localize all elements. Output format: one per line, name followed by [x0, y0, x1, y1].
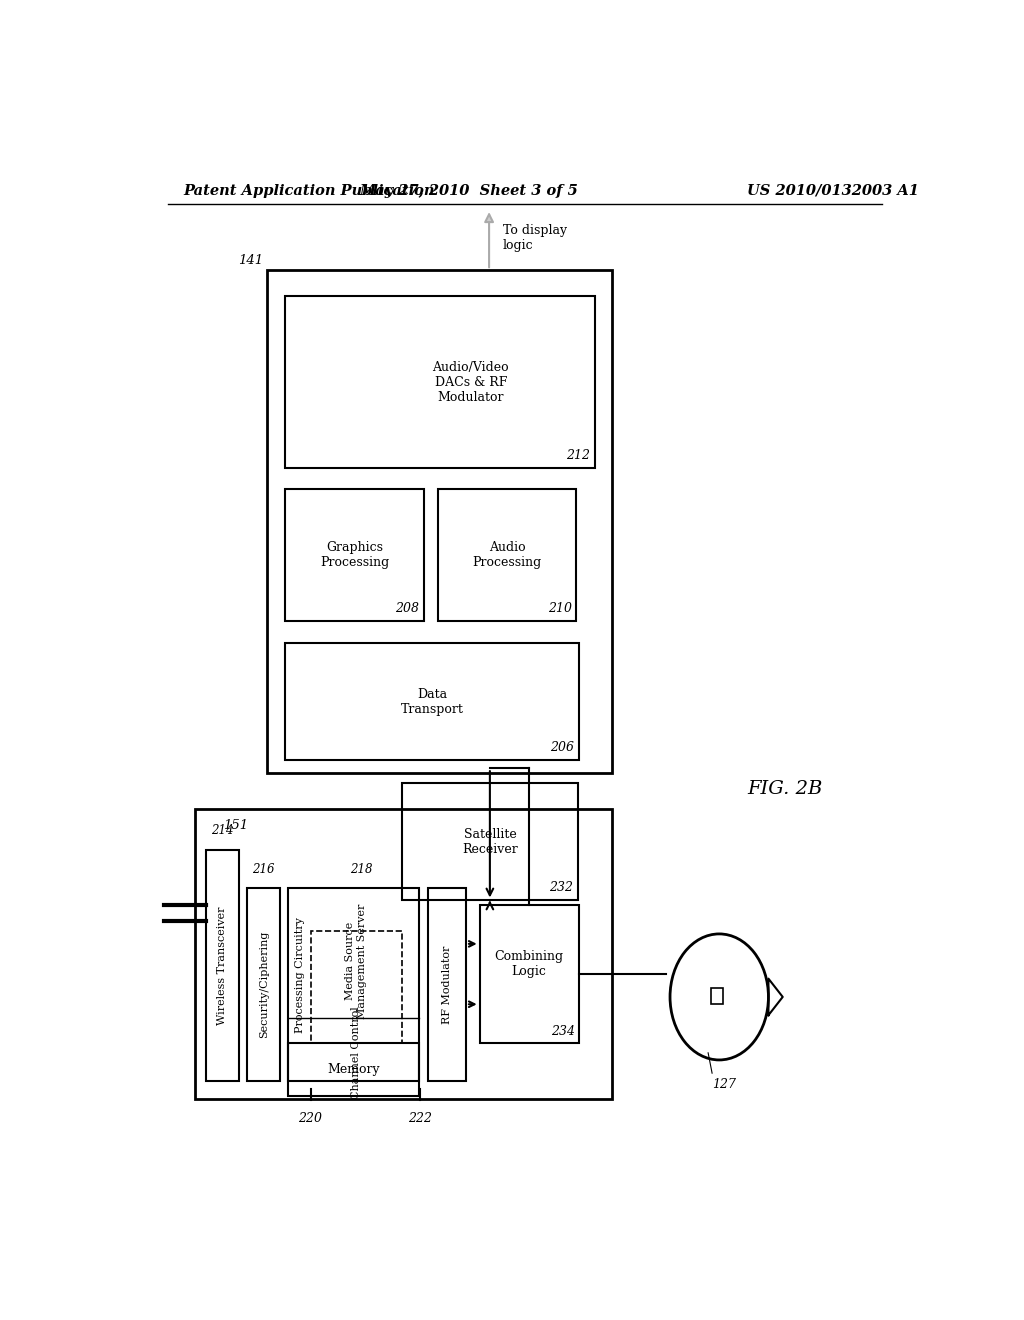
Text: RF Modulator: RF Modulator: [442, 945, 452, 1024]
Text: 232: 232: [549, 882, 573, 894]
Text: US 2010/0132003 A1: US 2010/0132003 A1: [748, 183, 919, 198]
Text: Audio/Video
DACs & RF
Modulator: Audio/Video DACs & RF Modulator: [432, 360, 509, 404]
Text: 151: 151: [223, 818, 249, 832]
Text: To display
logic: To display logic: [503, 223, 566, 252]
Text: 210: 210: [548, 602, 571, 615]
Text: FIG. 2B: FIG. 2B: [748, 780, 822, 797]
Text: May 27, 2010  Sheet 3 of 5: May 27, 2010 Sheet 3 of 5: [359, 183, 579, 198]
Text: Wireless Transceiver: Wireless Transceiver: [217, 906, 227, 1024]
Text: 141: 141: [238, 255, 263, 267]
Text: Data
Transport: Data Transport: [400, 688, 464, 715]
Text: Satellite
Receiver: Satellite Receiver: [462, 828, 518, 855]
Text: 220: 220: [299, 1111, 323, 1125]
Text: Graphics
Processing: Graphics Processing: [319, 541, 389, 569]
Text: 208: 208: [395, 602, 419, 615]
Text: Channel Control: Channel Control: [351, 1006, 361, 1100]
Text: Patent Application Publication: Patent Application Publication: [183, 183, 435, 198]
Text: 218: 218: [350, 863, 373, 876]
Text: 206: 206: [550, 741, 574, 754]
Text: 234: 234: [551, 1024, 574, 1038]
Text: 212: 212: [566, 449, 590, 462]
Text: Media Source
Management Server: Media Source Management Server: [345, 904, 367, 1019]
Text: Combining
Logic: Combining Logic: [495, 950, 564, 978]
Text: 127: 127: [712, 1078, 736, 1092]
Text: 214: 214: [211, 825, 233, 837]
Text: 222: 222: [408, 1111, 432, 1125]
Text: Memory: Memory: [328, 1063, 380, 1076]
Text: Audio
Processing: Audio Processing: [472, 541, 542, 569]
Text: Processing Circuitry: Processing Circuitry: [295, 916, 305, 1032]
Text: Security/Ciphering: Security/Ciphering: [259, 931, 268, 1039]
Text: 216: 216: [253, 863, 275, 876]
